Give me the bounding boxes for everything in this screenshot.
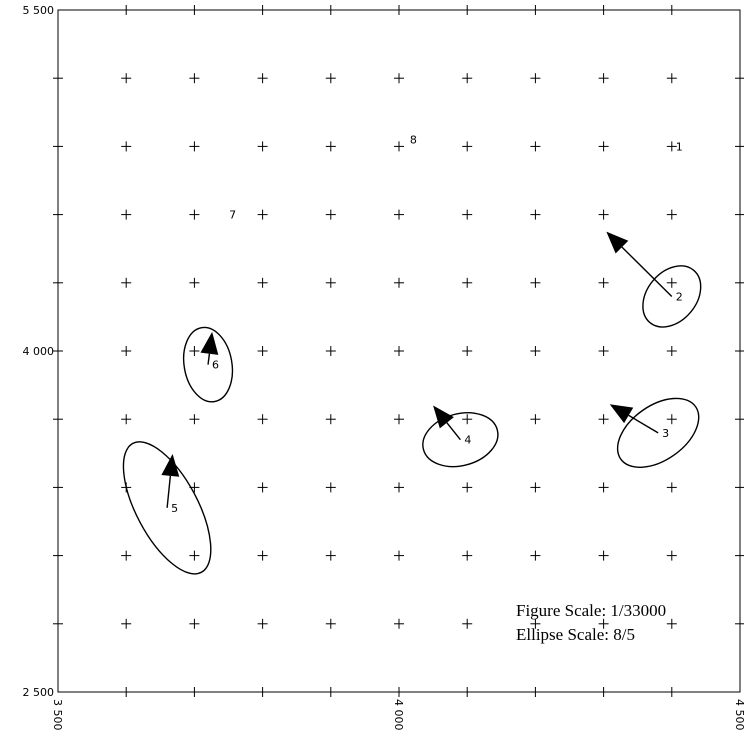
x-tick-label: 3 500 [51,699,64,731]
edge-ticks [53,5,744,697]
x-tick-label: 4 000 [392,699,405,731]
arrow-head-5 [161,453,180,477]
point-label-1: 1 [676,140,683,153]
arrow-shaft-2 [621,246,673,297]
error-ellipses [122,265,702,575]
arrow-shaft-5 [166,475,172,508]
grid-crosses [121,73,677,629]
y-tick-label: 2 500 [23,686,55,699]
error-ellipse-6 [182,326,234,403]
error-ellipse-3 [616,397,700,468]
ellipse-scale-text: Ellipse Scale: 8/5 [516,625,635,644]
arrow-head-3 [609,404,634,424]
point-label-2: 2 [676,290,683,303]
error-ellipse-5 [122,441,212,575]
point-label-6: 6 [212,359,219,372]
displacement-arrows [161,231,673,508]
point-label-8: 8 [410,134,417,147]
y-tick-label: 5 500 [23,4,55,17]
arrow-head-2 [606,231,629,254]
point-label-4: 4 [464,434,471,447]
point-label-5: 5 [171,502,178,515]
error-ellipse-4 [422,412,499,468]
point-label-7: 7 [229,209,236,222]
arrow-shaft-4 [446,422,461,441]
arrow-shaft-3 [628,414,659,434]
arrow-head-4 [433,405,454,429]
error-ellipse-2 [642,265,702,328]
point-labels: 1 2 3 4 5 6 7 8 [171,134,683,515]
point-label-3: 3 [662,427,669,440]
axis-labels: 3 500 4 000 4 500 5 500 4 000 2 500 [23,4,744,731]
x-tick-label: 4 500 [733,699,744,731]
arrow-head-6 [200,331,219,355]
arrow-shaft-6 [207,353,211,365]
figure-scale-text: Figure Scale: 1/33000 [516,601,666,620]
y-tick-label: 4 000 [23,345,55,358]
